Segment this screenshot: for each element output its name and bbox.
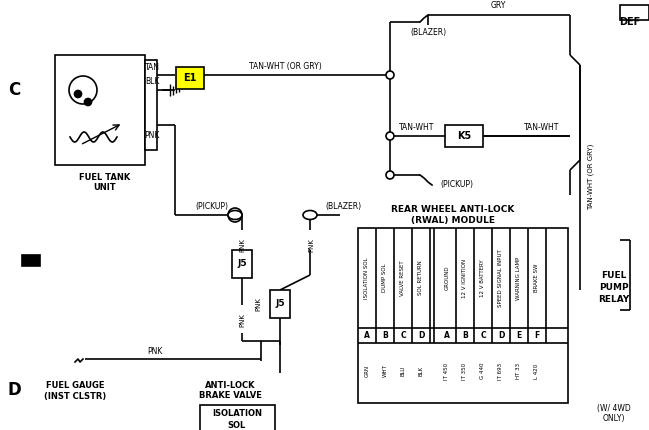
Text: TAN-WHT (OR GRY): TAN-WHT (OR GRY) <box>588 144 594 210</box>
Circle shape <box>386 71 394 79</box>
Text: BLU: BLU <box>400 366 406 376</box>
Text: G 440: G 440 <box>480 363 485 379</box>
Text: ISOLATION: ISOLATION <box>212 409 262 418</box>
Text: (PICKUP): (PICKUP) <box>440 181 473 190</box>
Text: WHT: WHT <box>382 365 387 378</box>
Text: E: E <box>517 331 522 340</box>
Text: J5: J5 <box>275 300 285 308</box>
Text: (BLAZER): (BLAZER) <box>325 203 361 212</box>
Text: BRAKE SW: BRAKE SW <box>535 264 539 292</box>
Text: C: C <box>8 81 20 99</box>
Text: B: B <box>462 331 468 340</box>
Text: B: B <box>382 331 388 340</box>
Text: PNK: PNK <box>147 347 163 356</box>
Circle shape <box>386 171 394 179</box>
Text: F: F <box>534 331 539 340</box>
Bar <box>270 290 290 318</box>
Text: TAN-WHT (OR GRY): TAN-WHT (OR GRY) <box>249 62 321 71</box>
Text: SOL: SOL <box>228 421 246 430</box>
Text: D: D <box>418 331 424 340</box>
Text: A: A <box>364 331 370 340</box>
Text: HT 33: HT 33 <box>517 363 522 379</box>
Text: PNK: PNK <box>239 313 245 327</box>
Text: DUMP SOL: DUMP SOL <box>382 264 387 292</box>
Text: E1: E1 <box>183 73 197 83</box>
Text: BRAKE VALVE: BRAKE VALVE <box>199 391 262 400</box>
Text: REAR WHEEL ANTI-LOCK: REAR WHEEL ANTI-LOCK <box>391 206 515 215</box>
Text: C: C <box>400 331 406 340</box>
Text: PNK: PNK <box>255 297 261 311</box>
Text: PNK: PNK <box>144 130 160 139</box>
Text: K5: K5 <box>457 131 471 141</box>
Bar <box>22 255 40 266</box>
Text: ISOLATION SOL: ISOLATION SOL <box>365 257 369 299</box>
Text: (BLAZER): (BLAZER) <box>410 28 446 37</box>
Text: SOL RETURN: SOL RETURN <box>419 261 424 295</box>
Bar <box>145 60 157 150</box>
Text: 12 V BATTERY: 12 V BATTERY <box>480 259 485 297</box>
Text: GROUND: GROUND <box>445 266 450 290</box>
Text: GRN: GRN <box>365 365 369 377</box>
Text: (PICKUP): (PICKUP) <box>195 203 228 212</box>
Text: PUMP: PUMP <box>599 283 629 292</box>
Text: UNIT: UNIT <box>93 182 116 191</box>
Ellipse shape <box>303 211 317 219</box>
Text: SPEED SIGNAL INPUT: SPEED SIGNAL INPUT <box>498 249 504 307</box>
Text: C: C <box>480 331 486 340</box>
Text: WARNING LAMP: WARNING LAMP <box>517 256 522 300</box>
Text: TAN-WHT: TAN-WHT <box>524 123 559 132</box>
Circle shape <box>69 76 97 104</box>
Text: 12 V IGNITION: 12 V IGNITION <box>463 258 467 298</box>
Text: A: A <box>444 331 450 340</box>
Circle shape <box>386 132 394 140</box>
Text: L 420: L 420 <box>535 363 539 379</box>
Text: GRY: GRY <box>490 1 506 10</box>
Text: (RWAL) MODULE: (RWAL) MODULE <box>411 216 495 225</box>
Text: FUEL GAUGE: FUEL GAUGE <box>45 381 104 390</box>
Text: TAN: TAN <box>145 62 160 71</box>
Ellipse shape <box>228 211 242 219</box>
Text: FUEL TANK: FUEL TANK <box>79 172 130 181</box>
Text: FUEL: FUEL <box>602 270 627 280</box>
Bar <box>620 5 649 20</box>
Text: TAN-WHT: TAN-WHT <box>399 123 435 132</box>
Text: RELAY: RELAY <box>598 295 630 304</box>
Text: VALVE RESET: VALVE RESET <box>400 260 406 296</box>
Circle shape <box>228 208 242 222</box>
Text: DEF: DEF <box>619 17 641 27</box>
Bar <box>176 67 204 89</box>
Text: D: D <box>7 381 21 399</box>
Text: BLK: BLK <box>145 77 159 86</box>
Circle shape <box>75 90 82 98</box>
Text: PNK: PNK <box>308 238 314 252</box>
Text: ONLY): ONLY) <box>603 414 625 423</box>
Bar <box>232 250 252 278</box>
Circle shape <box>84 98 92 105</box>
Text: IT 450: IT 450 <box>445 362 450 380</box>
Text: J5: J5 <box>237 259 247 268</box>
Text: D: D <box>498 331 504 340</box>
Bar <box>55 55 145 165</box>
Text: (W/ 4WD: (W/ 4WD <box>597 403 631 412</box>
Bar <box>358 228 568 403</box>
Bar <box>200 405 275 430</box>
Text: PNK: PNK <box>239 238 245 252</box>
Bar <box>445 125 483 147</box>
Text: ANTI-LOCK: ANTI-LOCK <box>204 381 255 390</box>
Text: (INST CLSTR): (INST CLSTR) <box>44 391 106 400</box>
Text: IT 693: IT 693 <box>498 362 504 380</box>
Text: IT 350: IT 350 <box>463 362 467 380</box>
Text: BLK: BLK <box>419 366 424 376</box>
